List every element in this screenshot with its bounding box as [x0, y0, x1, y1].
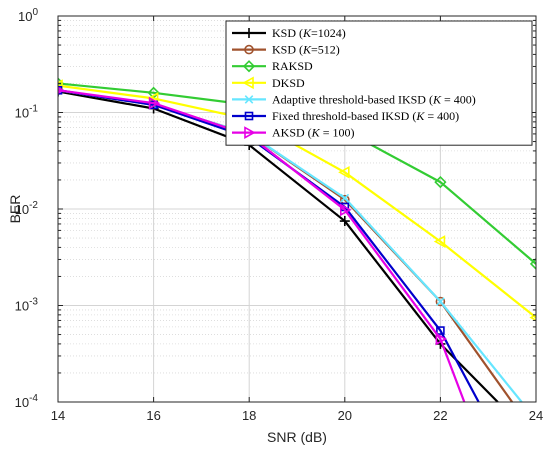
legend-entry: AKSD (K = 100) — [232, 126, 354, 140]
x-tick-label: 20 — [338, 408, 352, 423]
legend-entry: RAKSD — [232, 59, 313, 73]
x-tick-label: 16 — [146, 408, 160, 423]
ticks: 14 16 18 20 22 24 100 10-1 10-2 10-3 10-4 — [15, 7, 544, 423]
legend-label: Fixed threshold-based IKSD (K = 400) — [272, 109, 459, 123]
data-point — [436, 297, 445, 306]
data-point — [434, 175, 447, 189]
series-line — [58, 89, 466, 402]
data-point — [244, 28, 254, 38]
data-point — [340, 193, 350, 203]
x-tick-label: 18 — [242, 408, 256, 423]
data-point — [242, 60, 256, 73]
data-point — [244, 44, 254, 55]
data-point — [148, 96, 161, 110]
data-point — [338, 165, 350, 179]
data-point — [435, 296, 446, 307]
data-point — [340, 203, 352, 217]
legend-label: KSD (K=1024) — [272, 26, 346, 40]
y-tick-label: 10-3 — [15, 297, 39, 314]
x-axis-label: SNR (dB) — [267, 429, 327, 445]
legend-label: KSD (K=512) — [272, 43, 340, 57]
legend-label: DKSD — [272, 76, 305, 90]
legend-box — [225, 20, 533, 146]
y-tick-label: 100 — [18, 7, 38, 24]
y-tick-label: 10-2 — [15, 200, 39, 217]
data-point — [435, 332, 448, 346]
data-point — [433, 235, 446, 248]
y-tick-label: 10-4 — [15, 393, 39, 410]
x-tick-label: 22 — [433, 408, 447, 423]
data-point — [58, 85, 63, 95]
data-point — [436, 326, 445, 335]
legend-entry: KSD (K=512) — [232, 43, 340, 57]
data-point — [242, 76, 254, 90]
series-line — [58, 90, 499, 402]
legend-entry: Fixed threshold-based IKSD (K = 400) — [232, 109, 459, 123]
data-point — [58, 79, 63, 92]
x-tick-label: 14 — [51, 408, 65, 423]
data-point — [244, 126, 256, 139]
legend: KSD (K=1024) KSD (K=512) RAKSD DKSD Adaptive… — [225, 20, 533, 146]
legend-label: Adaptive threshold-based IKSD (K = 400) — [272, 92, 476, 106]
y-tick-label: 10-1 — [15, 104, 39, 121]
data-point — [339, 216, 350, 227]
y-axis-label: BER — [7, 195, 23, 224]
data-point — [244, 111, 254, 121]
data-point — [244, 95, 254, 104]
x-tick-label: 24 — [529, 408, 543, 423]
legend-label: RAKSD — [272, 59, 313, 73]
series-line — [58, 84, 536, 319]
data-point — [529, 257, 536, 271]
legend-entry: DKSD — [232, 76, 305, 90]
legend-entry: KSD (K=1024) — [232, 26, 346, 40]
legend-label: AKSD (K = 100) — [272, 126, 354, 140]
legend-entry: Adaptive threshold-based IKSD (K = 400) — [232, 92, 476, 106]
